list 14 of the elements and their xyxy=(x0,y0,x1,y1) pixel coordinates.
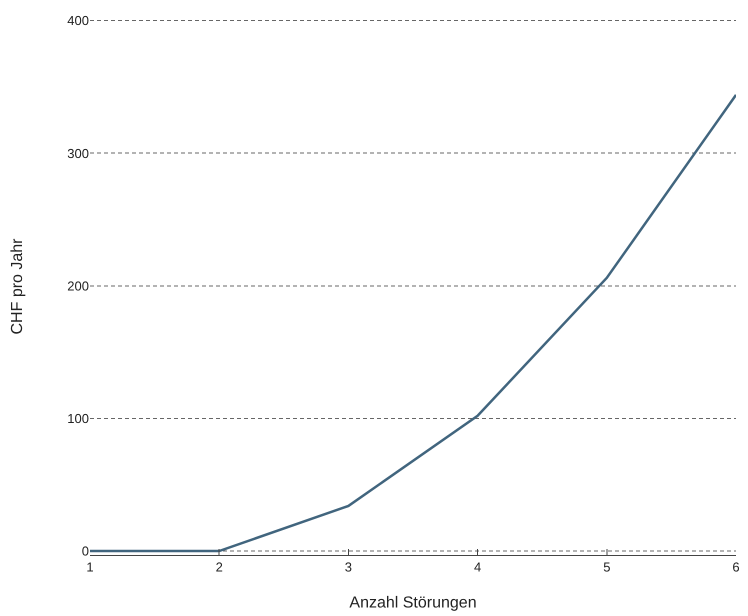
y-axis-title: CHF pro Jahr xyxy=(9,238,26,335)
x-tick-label: 1 xyxy=(86,560,94,575)
y-tick-label: 0 xyxy=(82,544,89,559)
y-tick-label: 100 xyxy=(67,410,89,426)
y-tick-label: 200 xyxy=(67,278,89,294)
y-tick-label: 300 xyxy=(67,146,89,161)
x-tick-label: 2 xyxy=(216,560,223,575)
x-tick-label: 3 xyxy=(344,560,352,575)
x-tick-label: 6 xyxy=(732,560,740,575)
y-tick-label: 400 xyxy=(67,13,89,28)
x-tick-label: 4 xyxy=(474,560,482,575)
x-axis-title: Anzahl Störungen xyxy=(349,594,477,612)
line-series xyxy=(90,94,736,552)
x-tick-label: 5 xyxy=(603,560,610,575)
